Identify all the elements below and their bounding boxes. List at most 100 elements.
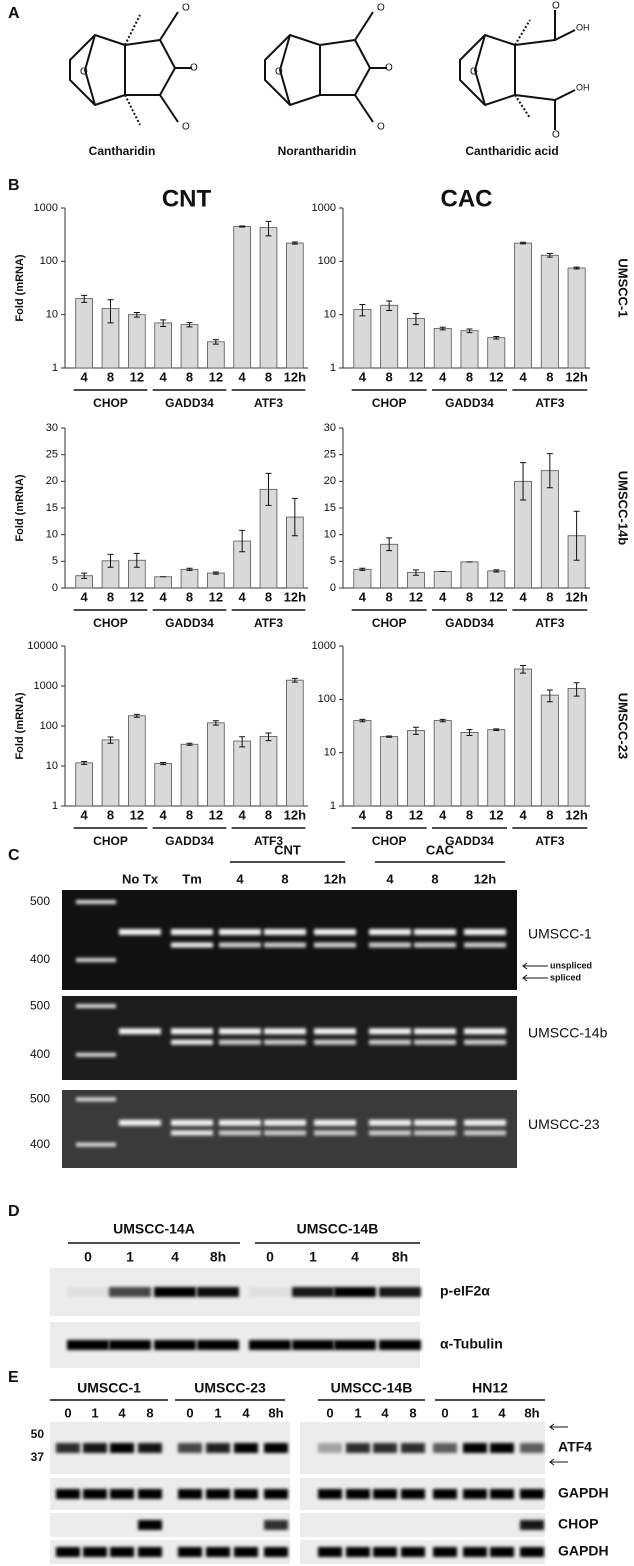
x-tick-label: 4 <box>359 807 367 822</box>
error-bar <box>386 735 393 738</box>
bar <box>154 763 172 807</box>
x-tick-label: 4 <box>160 807 168 822</box>
y-tick-label: 20 <box>46 475 58 487</box>
error-bar <box>265 220 272 237</box>
x-tick-label: 4 <box>239 369 247 384</box>
band <box>379 1287 421 1297</box>
row-label: UMSCC-14b <box>528 1025 608 1041</box>
error-bar <box>439 326 446 331</box>
marker-band <box>76 958 116 962</box>
lane-label: 8 <box>431 871 438 886</box>
band <box>520 1520 544 1530</box>
bar <box>460 561 479 589</box>
group-label: UMSCC-14A <box>113 1221 195 1237</box>
y-tick-label: 10 <box>46 760 58 772</box>
band <box>56 1547 80 1557</box>
error-bar <box>291 677 298 683</box>
x-tick-label: 12 <box>130 807 144 822</box>
structure-name: Cantharidic acid <box>465 144 558 158</box>
group-label: ATF3 <box>254 396 283 410</box>
band <box>219 1119 261 1126</box>
gel-image <box>62 996 517 1080</box>
marker-label: 400 <box>30 952 50 966</box>
x-tick-label: 8 <box>546 589 553 604</box>
bar <box>154 322 172 369</box>
structure-drawings: O O O O O O O O O OH OH O O <box>69 1 590 141</box>
marker-label: 37 <box>31 1450 45 1464</box>
lane-label: 12h <box>324 871 346 886</box>
x-tick-label: 4 <box>239 589 247 604</box>
group-label: GADD34 <box>165 834 214 848</box>
bar <box>460 731 479 807</box>
svg-text:O: O <box>190 63 198 74</box>
band <box>373 1547 397 1557</box>
y-tick-label: 10 <box>324 529 336 541</box>
error-bar <box>520 665 527 674</box>
band <box>138 1520 162 1530</box>
error-bar <box>81 572 88 579</box>
annotation: spliced <box>550 972 581 982</box>
bar <box>514 242 533 369</box>
y-tick-label: 10 <box>324 747 336 759</box>
x-tick-label: 12 <box>489 807 503 822</box>
lane-label: 8 <box>409 1405 416 1420</box>
panel-label: D <box>8 1203 20 1220</box>
y-tick-label: 10000 <box>27 640 58 652</box>
lane-label: 1 <box>91 1405 98 1420</box>
y-tick-label: 10 <box>46 529 58 541</box>
bar <box>380 304 399 369</box>
band <box>109 1340 151 1350</box>
lane-label: 8 <box>146 1405 153 1420</box>
group-label: UMSCC-1 <box>77 1380 141 1396</box>
bar <box>180 743 199 807</box>
y-tick-label: 15 <box>46 502 58 514</box>
band <box>119 929 161 935</box>
band <box>433 1547 457 1557</box>
y-axis-label: Fold (mRNA) <box>14 474 26 542</box>
y-tick-label: 1000 <box>312 640 336 652</box>
error-bar <box>107 736 114 744</box>
y-tick-label: 0 <box>52 582 58 594</box>
x-tick-label: 4 <box>160 589 168 604</box>
band <box>206 1547 230 1557</box>
band <box>369 929 411 935</box>
chart-title: CAC <box>441 185 493 212</box>
x-tick-label: 8 <box>386 589 393 604</box>
band <box>264 1130 306 1136</box>
lane-label: 4 <box>236 871 244 886</box>
blot-image <box>50 1513 290 1537</box>
y-tick-label: 100 <box>318 693 336 705</box>
group-label: CHOP <box>372 616 407 630</box>
bar <box>233 740 251 807</box>
group-label: ATF3 <box>535 616 564 630</box>
marker-band <box>76 1097 116 1102</box>
band <box>206 1443 230 1453</box>
lane-label: 1 <box>309 1249 317 1265</box>
error-bar <box>412 313 419 326</box>
lane-label: 8h <box>392 1249 408 1265</box>
band <box>373 1443 397 1453</box>
band <box>197 1340 239 1350</box>
band <box>219 929 261 935</box>
error-bar <box>412 726 419 735</box>
band <box>83 1443 107 1453</box>
svg-text:O: O <box>80 67 88 78</box>
band <box>334 1340 376 1350</box>
row-label: p-eIF2α <box>440 1283 490 1299</box>
band <box>414 1028 456 1035</box>
lane-label: 0 <box>84 1249 92 1265</box>
x-tick-label: 12 <box>409 807 423 822</box>
bar <box>259 735 278 807</box>
band <box>264 1520 288 1530</box>
band <box>234 1443 258 1453</box>
bar <box>207 341 225 369</box>
band <box>490 1489 514 1499</box>
band <box>464 1119 506 1126</box>
band <box>264 929 306 935</box>
bar <box>406 318 425 369</box>
error-bar <box>546 453 553 489</box>
band <box>314 942 356 948</box>
lane-label: 4 <box>118 1405 126 1420</box>
error-bar <box>493 335 500 340</box>
group-label: UMSCC-14B <box>331 1380 413 1396</box>
